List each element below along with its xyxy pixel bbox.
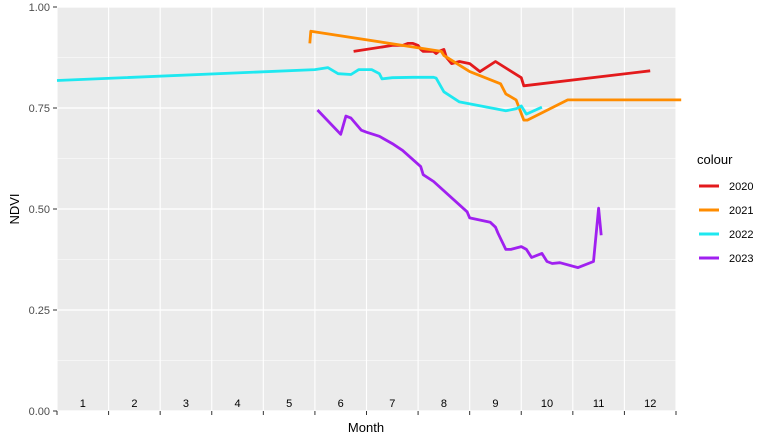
y-axis-title: NDVI bbox=[7, 193, 22, 224]
y-axis: 0.00 0.25 0.50 0.75 1.00 bbox=[29, 2, 57, 418]
x-tick-label: 2 bbox=[131, 398, 137, 410]
y-tick-label: 0.25 bbox=[29, 305, 50, 317]
x-tick-label: 5 bbox=[286, 398, 292, 410]
legend-title: colour bbox=[697, 152, 733, 167]
series-lines bbox=[56, 29, 682, 270]
y-tick-label: 0.75 bbox=[29, 103, 50, 115]
x-tick-label: 3 bbox=[183, 398, 189, 410]
x-tick-label: 8 bbox=[441, 398, 447, 410]
series-line-2023 bbox=[316, 109, 603, 270]
legend-label-2022: 2022 bbox=[729, 229, 753, 241]
legend-label-2020: 2020 bbox=[729, 181, 753, 193]
x-tick-label: 9 bbox=[492, 398, 498, 410]
x-axis: 1 2 3 4 5 6 7 8 9 10 11 12 bbox=[56, 398, 677, 415]
x-tick-label: 4 bbox=[234, 398, 240, 410]
x-tick-label: 10 bbox=[541, 398, 553, 410]
legend-label-2021: 2021 bbox=[729, 205, 753, 217]
series-line-2022 bbox=[56, 66, 543, 116]
y-tick-label: 1.00 bbox=[29, 2, 50, 14]
series-line-2021 bbox=[308, 29, 682, 122]
x-tick-label: 11 bbox=[593, 398, 604, 410]
x-tick-label: 12 bbox=[644, 398, 656, 410]
legend: colour 2020 2021 2022 2023 bbox=[697, 152, 753, 265]
y-tick-label: 0.50 bbox=[29, 204, 50, 216]
y-tick-label: 0.00 bbox=[29, 406, 50, 418]
x-tick-label: 6 bbox=[338, 398, 344, 410]
legend-label-2023: 2023 bbox=[729, 253, 753, 265]
x-tick-label: 7 bbox=[389, 398, 395, 410]
x-axis-title: Month bbox=[348, 420, 384, 435]
x-tick-label: 1 bbox=[80, 398, 86, 410]
